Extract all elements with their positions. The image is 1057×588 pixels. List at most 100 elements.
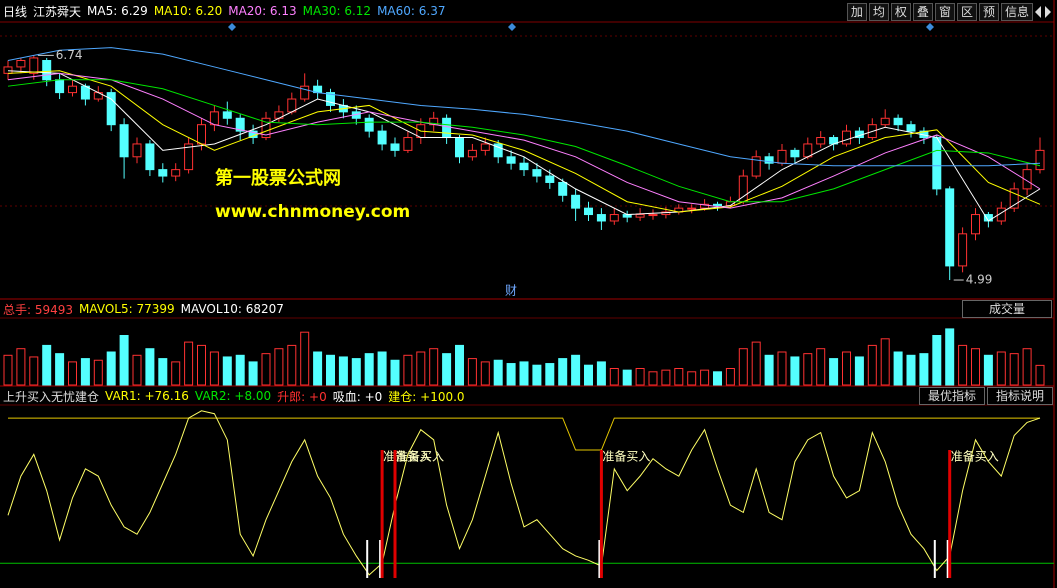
volume-bar <box>803 353 813 386</box>
volume-bar <box>248 361 258 386</box>
volume-bar <box>674 368 684 386</box>
volume-bar <box>919 353 929 386</box>
toolbar-button[interactable]: 预 <box>978 3 999 21</box>
volume-bar <box>493 359 503 386</box>
jiancang-line <box>8 417 1040 451</box>
volume-bar <box>893 351 903 386</box>
volume-bar <box>3 354 13 386</box>
candle-body <box>545 175 555 183</box>
candle-body <box>816 137 826 145</box>
ma-label: MA60: 6.37 <box>377 4 446 18</box>
candle-body <box>300 85 310 100</box>
buy-signal <box>948 450 952 578</box>
toolbar-button[interactable]: 均 <box>868 3 889 21</box>
signal-label: 准备买入 <box>602 450 650 464</box>
toolbar-button[interactable]: 窗 <box>934 3 955 21</box>
candle-body <box>235 117 245 132</box>
volume-bar <box>119 335 129 386</box>
candle-body <box>609 214 619 222</box>
volume-bar <box>519 361 529 386</box>
buy-signal <box>393 450 397 578</box>
toolbar-button[interactable]: 叠 <box>912 3 933 21</box>
toolbar-button[interactable]: 区 <box>956 3 977 21</box>
nav-arrows[interactable] <box>1033 4 1055 20</box>
candle-body <box>880 117 890 126</box>
candle-body <box>906 124 916 132</box>
indicator-label: VAR1: +76.16 <box>105 389 189 403</box>
volume-bar <box>1009 353 1019 386</box>
volume-bar <box>480 361 490 386</box>
candle-body <box>687 207 697 210</box>
volume-bar <box>596 361 606 386</box>
price-panel: 6.74 4.99 <box>3 47 1045 287</box>
volume-bar <box>184 341 194 386</box>
volume-bar <box>558 358 568 386</box>
volume-bar <box>429 348 439 386</box>
volume-bar <box>713 371 722 386</box>
ma-label: MA30: 6.12 <box>302 4 372 18</box>
toolbar-button[interactable]: 信息 <box>1000 3 1033 21</box>
candle-body <box>764 156 774 164</box>
volume-bar <box>777 351 787 386</box>
volume-bar <box>442 353 452 386</box>
low-label: 4.99 <box>966 273 993 287</box>
candle-body <box>197 124 206 145</box>
volume-label: MAVOL5: 77399 <box>79 302 175 316</box>
volume-bar <box>854 356 864 386</box>
volume-bar <box>971 348 980 386</box>
volume-bar <box>764 354 774 386</box>
candle-body <box>971 214 980 235</box>
candle-body <box>648 214 658 217</box>
volume-bar <box>829 358 839 386</box>
volume-bar <box>222 356 232 386</box>
candle-body <box>3 66 13 74</box>
ma-line <box>7 70 1041 213</box>
volume-bar <box>338 356 348 386</box>
var1-line <box>7 410 1041 576</box>
candle-body <box>222 111 232 119</box>
volume-bar <box>622 369 632 386</box>
toolbar-button[interactable]: 权 <box>890 3 911 21</box>
volume-bar <box>132 354 142 386</box>
event-label: 财 <box>505 284 517 298</box>
candle-body <box>996 207 1006 222</box>
candle-body <box>480 143 490 151</box>
volume-bar <box>751 341 761 386</box>
candle-body <box>842 130 851 145</box>
volume-bar <box>932 335 942 386</box>
buy-signal <box>599 450 603 578</box>
ma-line <box>7 72 1041 209</box>
period: 日线 <box>3 4 28 19</box>
candle-body <box>700 203 710 209</box>
ma-label: MA20: 6.13 <box>228 4 297 18</box>
volume-label: 总手: 59493 <box>3 302 74 317</box>
candle-body <box>403 137 413 151</box>
volume-bar <box>106 351 116 386</box>
candle-body <box>106 92 116 126</box>
volume-bar <box>171 361 181 386</box>
volume-bar <box>867 344 877 386</box>
candle-body <box>442 117 452 139</box>
volume-bar <box>648 371 658 386</box>
toolbar-button[interactable]: 加 <box>846 3 867 21</box>
candle-body <box>145 143 155 171</box>
volume-selector[interactable]: 成交量 <box>962 300 1052 318</box>
volume-bar <box>609 368 619 386</box>
candle-body <box>261 117 271 139</box>
candle-body <box>635 214 645 218</box>
volume-bar <box>983 354 993 386</box>
candle-body <box>713 203 722 207</box>
indicator-label: VAR2: +8.00 <box>194 389 272 403</box>
indicator-button[interactable]: 指标说明 <box>986 387 1053 405</box>
volume-bar <box>687 371 697 386</box>
candle-body <box>738 175 748 203</box>
volume-bar <box>880 338 890 386</box>
candle-body <box>493 143 503 158</box>
indicator-button[interactable]: 最优指标 <box>918 387 985 405</box>
candle-body <box>519 162 529 171</box>
volume-bar <box>584 364 593 386</box>
candle-body <box>571 194 581 209</box>
volume-bar <box>93 359 103 386</box>
